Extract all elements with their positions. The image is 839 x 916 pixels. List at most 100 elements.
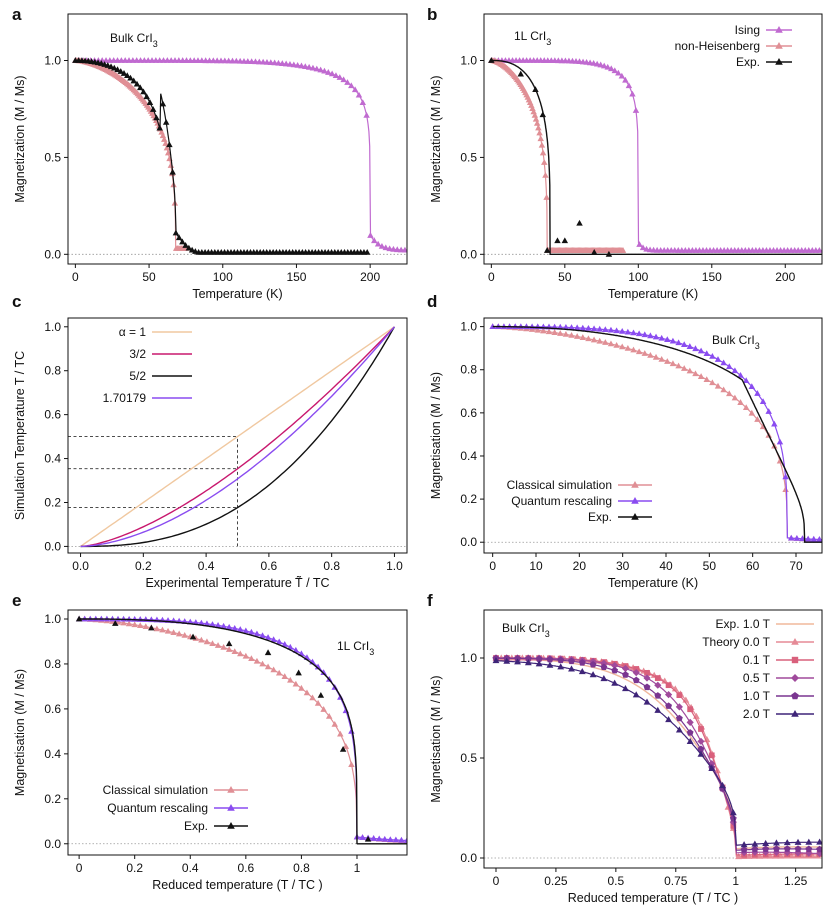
data-point <box>625 82 633 89</box>
panel-e: 0 0.2 0.4 0.6 0.8 1 0.0 0.2 0.4 0.6 0.8 1.0 Reduced … <box>12 591 408 892</box>
data-point <box>652 333 660 340</box>
data-point <box>740 841 748 848</box>
y-axis-label: Magnetisation (M / Ms) <box>429 675 443 802</box>
data-point <box>643 683 651 691</box>
data-point <box>375 835 383 842</box>
data-point <box>524 655 532 662</box>
data-point <box>686 718 694 726</box>
y-tick-label: 0.5 <box>460 150 477 164</box>
data-point <box>537 135 544 142</box>
legend-entry: Exp. <box>184 819 248 833</box>
plot-area <box>80 326 396 548</box>
y-tick-label: 0.6 <box>460 406 477 420</box>
data-point <box>557 656 565 664</box>
y-tick-label: 0.0 <box>460 851 477 865</box>
data-point <box>600 62 608 69</box>
data-point <box>573 324 581 331</box>
data-point <box>729 809 737 816</box>
data-point <box>726 363 733 370</box>
axes-frame <box>483 13 823 265</box>
data-point <box>534 326 541 333</box>
x-tick-label: 0.25 <box>544 874 568 888</box>
data-point <box>622 684 629 692</box>
data-point <box>798 852 806 859</box>
x-tick-label: 0 <box>488 270 495 284</box>
legend-entry: non-Heisenberg <box>675 39 792 53</box>
data-point <box>298 684 305 691</box>
data-point <box>305 63 313 70</box>
data-point <box>643 698 651 705</box>
data-point <box>632 691 640 698</box>
data-point <box>643 674 651 682</box>
data-point <box>759 398 767 405</box>
data-point <box>514 654 521 662</box>
data-point <box>292 680 300 687</box>
legend-marker <box>227 786 235 793</box>
data-point <box>321 67 328 74</box>
x-tick-label: 1.25 <box>784 874 808 888</box>
x-tick-label: 60 <box>746 559 760 573</box>
axes-frame <box>67 13 408 265</box>
x-tick-label: 50 <box>142 270 156 284</box>
data-point <box>754 390 761 396</box>
data-point <box>579 334 587 340</box>
y-tick-label: 1.0 <box>460 54 477 68</box>
data-point <box>270 636 277 642</box>
y-tick-label: 0.2 <box>44 792 61 806</box>
data-point <box>317 692 325 698</box>
series-line <box>79 618 407 845</box>
y-tick-label: 0.4 <box>460 449 477 463</box>
data-point <box>622 671 629 678</box>
data-point <box>720 386 727 393</box>
annotation-subscript: 3 <box>153 39 158 49</box>
panel-label: c <box>12 292 21 311</box>
x-tick-label: 150 <box>286 270 306 284</box>
legend-label: Exp. <box>588 510 612 524</box>
legend-entry: Theory 0.0 T <box>702 635 814 649</box>
data-point <box>279 60 286 66</box>
x-axis-label: Reduced temperature (T / TC ) <box>152 878 322 892</box>
y-tick-label: 1.0 <box>460 320 477 334</box>
x-tick-label: 0 <box>493 874 500 888</box>
data-point <box>503 657 511 664</box>
data-point <box>164 627 172 634</box>
y-tick-label: 1.0 <box>460 651 477 665</box>
panel-label: d <box>427 292 437 311</box>
data-point <box>225 623 233 630</box>
data-point <box>401 246 407 253</box>
data-point <box>697 750 705 757</box>
data-point <box>517 70 524 77</box>
series-line <box>491 59 822 251</box>
data-point <box>130 77 137 84</box>
data-point <box>697 373 705 379</box>
panel-c: 0.0 0.2 0.4 0.6 0.8 1.0 0.0 0.2 0.4 0.6 0.8 1.0 Expe… <box>12 292 408 590</box>
data-point <box>189 633 197 640</box>
data-point <box>320 669 327 676</box>
data-point <box>539 149 547 156</box>
data-point <box>600 663 608 671</box>
data-point <box>535 660 543 667</box>
series-line <box>492 325 822 543</box>
data-point <box>619 328 626 334</box>
x-tick-label: 0.5 <box>608 874 625 888</box>
data-point <box>647 351 654 358</box>
data-point <box>386 245 393 252</box>
data-point <box>535 655 543 662</box>
y-tick-label: 0.2 <box>44 495 61 509</box>
data-point <box>148 624 155 631</box>
data-point <box>331 721 338 727</box>
data-point <box>742 377 750 384</box>
data-point <box>613 341 620 348</box>
data-point <box>787 852 795 859</box>
data-point <box>762 839 770 847</box>
legend: Ising non-Heisenberg Exp. <box>675 23 792 69</box>
x-tick-label: 0.6 <box>261 559 278 573</box>
data-point <box>661 677 669 684</box>
data-point <box>748 409 756 416</box>
plot-area <box>489 323 822 543</box>
data-point <box>203 638 211 645</box>
x-tick-label: 150 <box>702 270 722 284</box>
data-point <box>654 706 662 713</box>
data-point <box>808 852 816 859</box>
data-point <box>282 60 290 67</box>
